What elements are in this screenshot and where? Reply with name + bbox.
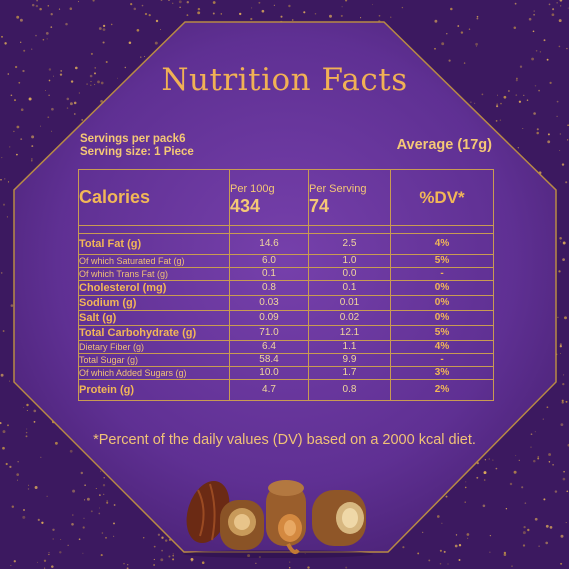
perserving-header: Per Serving 74 [308, 169, 391, 226]
dv-value: 4% [390, 340, 494, 354]
dv-value: - [390, 353, 494, 367]
dv-value: 0% [390, 310, 494, 326]
calories-row: Calories Per 100g 434 Per Serving 74 %DV… [78, 169, 494, 226]
perserving-value: 12.1 [308, 325, 391, 341]
dv-value: 5% [390, 254, 494, 268]
per100-header: Per 100g 434 [229, 169, 309, 226]
per100-value: 10.0 [229, 366, 309, 380]
chocolate-date-with-hazelnut [266, 480, 306, 554]
perserving-value: 9.9 [308, 353, 391, 367]
footnote: *Percent of the daily values (DV) based … [93, 432, 476, 448]
nutrient-name: Of which Saturated Fat (g) [78, 254, 230, 268]
nutrient-row: Dietary Fiber (g) 6.4 1.1 4% [78, 340, 494, 354]
chocolate-date-with-almond [312, 490, 366, 546]
nutrient-name: Sodium (g) [78, 295, 230, 311]
dv-header: %DV* [390, 169, 494, 226]
perserving-value: 0.01 [308, 295, 391, 311]
nutrient-name: Total Sugar (g) [78, 353, 230, 367]
per100-value: 0.1 [229, 267, 309, 281]
servings-per-pack: Servings per pack6 [80, 133, 186, 145]
perserving-value: 1.1 [308, 340, 391, 354]
nutrient-name: Salt (g) [78, 310, 230, 326]
nutrient-row: Total Sugar (g) 58.4 9.9- [78, 353, 494, 367]
nutrient-row: Salt (g) 0.09 0.02 0% [78, 310, 494, 326]
per100-value: 0.03 [229, 295, 309, 311]
perserving-value: 1.7 [308, 366, 391, 380]
perserving-value: 0.1 [308, 280, 391, 296]
nutrient-row: Of which Trans Fat (g) 0.1 0.0- [78, 267, 494, 281]
dv-value: 3% [390, 366, 494, 380]
per100-value: 58.4 [229, 353, 309, 367]
perserving-value: 0.8 [308, 379, 391, 401]
per100-value: 4.7 [229, 379, 309, 401]
nutrient-name: Total Fat (g) [78, 233, 230, 255]
per100-value: 0.8 [229, 280, 309, 296]
nutrient-name: Total Carbohydrate (g) [78, 325, 230, 341]
per100-label: Per 100g [230, 182, 275, 195]
nutrient-name: Of which Trans Fat (g) [78, 267, 230, 281]
page-title: Nutrition Facts [161, 62, 408, 98]
dv-value: - [390, 267, 494, 281]
perserving-value: 0.0 [308, 267, 391, 281]
dv-value: 0% [390, 295, 494, 311]
nutrient-name: Of which Added Sugars (g) [78, 366, 230, 380]
nutrient-row: Cholesterol (mg) 0.8 0.1 0% [78, 280, 494, 296]
perserving-calories: 74 [309, 195, 330, 216]
perserving-value: 1.0 [308, 254, 391, 268]
nutrient-row: Total Carbohydrate (g) 71.0 12.1 5% [78, 325, 494, 341]
serving-info: Servings per pack6 Serving size: 1 Piece… [80, 133, 492, 159]
chocolate-date-with-nut [220, 500, 264, 550]
dv-value: 0% [390, 280, 494, 296]
nutrition-table: Calories Per 100g 434 Per Serving 74 %DV… [78, 169, 494, 401]
date-fruit [186, 480, 230, 544]
calories-label: Calories [78, 169, 230, 226]
per100-value: 14.6 [229, 233, 309, 255]
per100-value: 0.09 [229, 310, 309, 326]
nutrient-row: Sodium (g) 0.03 0.01 0% [78, 295, 494, 311]
chocolate-dates-image [183, 480, 373, 558]
nutrient-row: Of which Saturated Fat (g) 6.0 1.0 5% [78, 254, 494, 268]
dv-value: 2% [390, 379, 494, 401]
perserving-value: 0.02 [308, 310, 391, 326]
per100-calories: 434 [230, 195, 261, 216]
perserving-value: 2.5 [308, 233, 391, 255]
dv-value: 4% [390, 233, 494, 255]
nutrient-row: Protein (g) 4.7 0.8 2% [78, 379, 494, 401]
per100-value: 6.0 [229, 254, 309, 268]
dv-value: 5% [390, 325, 494, 341]
nutrient-name: Dietary Fiber (g) [78, 340, 230, 354]
average-weight: Average (17g) [396, 137, 492, 153]
per100-value: 71.0 [229, 325, 309, 341]
nutrient-name: Protein (g) [78, 379, 230, 401]
nutrient-row: Of which Added Sugars (g) 10.0 1.7 3% [78, 366, 494, 380]
nutrient-name: Cholesterol (mg) [78, 280, 230, 296]
serving-size: Serving size: 1 Piece [80, 146, 194, 158]
perserving-label: Per Serving [309, 182, 367, 195]
nutrient-row: Total Fat (g) 14.6 2.5 4% [78, 233, 494, 255]
per100-value: 6.4 [229, 340, 309, 354]
spacer-row [78, 225, 494, 234]
